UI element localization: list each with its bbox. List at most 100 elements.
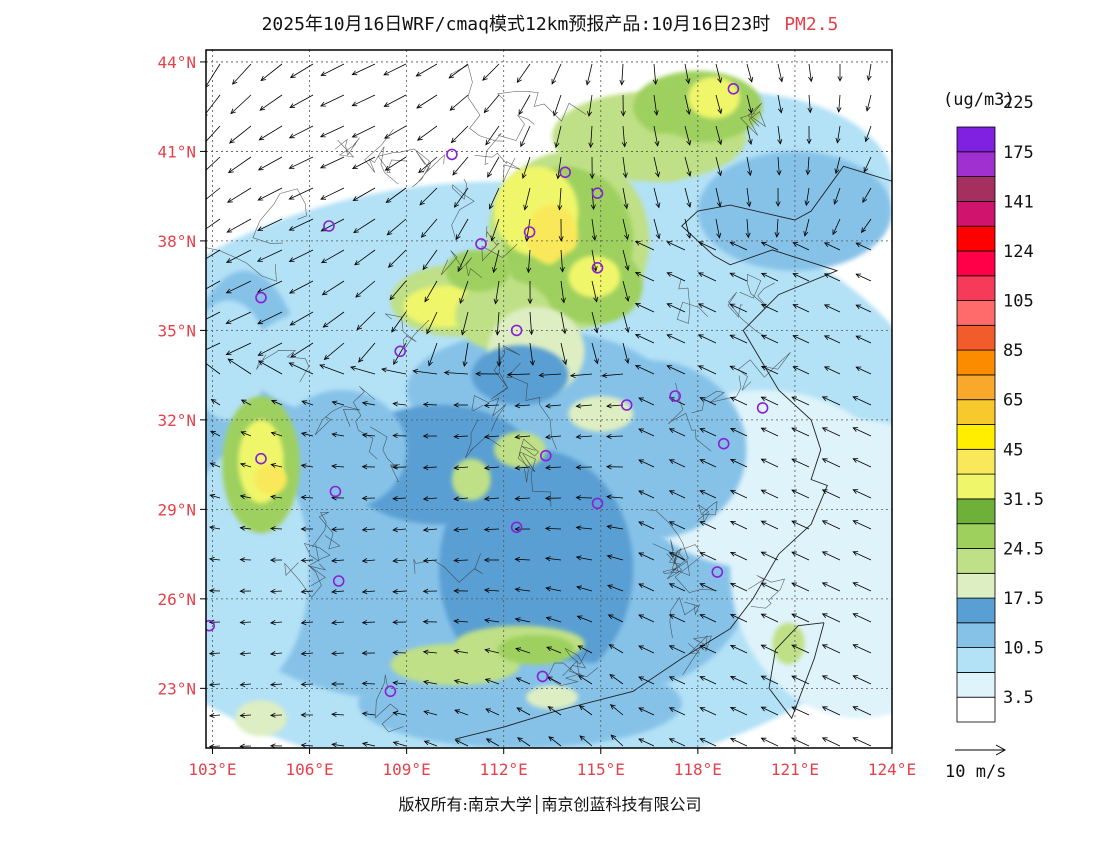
wind-arrow <box>209 556 221 562</box>
wind-arrow-shaft <box>730 676 748 685</box>
boundary-line <box>737 352 791 391</box>
wind-arrow-shaft <box>698 241 717 251</box>
wind-arrow-shaft <box>384 94 407 107</box>
wind-arrow-shaft <box>761 675 779 685</box>
wind-arrow-shaft <box>301 744 314 747</box>
wind-arrow <box>423 710 438 716</box>
wind-arrow-head <box>350 365 356 371</box>
wind-arrow-shaft <box>853 489 872 499</box>
wind-arrow <box>760 706 779 716</box>
wind-arrow <box>852 396 872 406</box>
wind-arrow <box>668 645 686 654</box>
wind-arrow <box>684 94 691 115</box>
wind-arrow-shaft <box>791 551 810 561</box>
wind-arrow <box>791 520 810 530</box>
wind-arrow <box>699 397 717 406</box>
wind-arrow-head <box>457 266 463 273</box>
wind-arrow-head <box>638 521 645 527</box>
wind-arrow <box>487 156 500 178</box>
wind-arrow <box>862 187 872 204</box>
wind-arrow <box>206 187 221 200</box>
wind-arrow-head <box>489 203 494 210</box>
wind-arrow-head <box>699 614 706 619</box>
colorbar-tick-label: 225 <box>1003 93 1034 113</box>
wind-arrow-shaft <box>793 366 810 375</box>
concentration-patch <box>445 249 511 292</box>
wind-arrow-head <box>239 462 246 468</box>
boundary-line <box>668 382 712 452</box>
wind-arrow <box>393 342 407 365</box>
wind-arrow-head <box>544 434 551 440</box>
wind-arrow-head <box>526 267 532 274</box>
wind-arrow-shaft <box>484 435 500 438</box>
wind-arrow <box>666 303 686 313</box>
wind-arrow-shaft <box>301 683 314 685</box>
wind-arrow <box>422 619 438 625</box>
wind-arrow <box>668 614 686 623</box>
wind-arrow <box>483 94 500 114</box>
wind-arrow-head <box>638 428 645 434</box>
wind-arrow-head <box>777 138 783 145</box>
wind-arrow <box>300 681 314 687</box>
wind-arrow <box>776 156 782 176</box>
wind-arrow <box>609 674 624 685</box>
boundary-line <box>352 386 378 460</box>
colorbar-swatch <box>956 696 996 723</box>
wind-arrow-shaft <box>822 613 841 623</box>
wind-arrow-shaft <box>301 652 314 655</box>
wind-arrow-head <box>555 173 561 180</box>
wind-arrow-shaft <box>761 304 779 313</box>
wind-arrow-head <box>412 368 419 374</box>
colorbar-tick-label: 3.5 <box>1003 688 1034 708</box>
wind-arrow <box>804 187 810 207</box>
wind-arrow-head <box>352 196 359 201</box>
wind-arrow-head <box>483 496 490 502</box>
wind-arrow <box>792 242 810 251</box>
wind-arrow-head <box>331 712 337 718</box>
wind-arrow <box>361 650 376 656</box>
wind-arrow <box>206 156 221 171</box>
wind-arrow <box>622 249 630 272</box>
wind-arrow <box>210 399 221 406</box>
wind-arrow <box>331 526 345 532</box>
wind-arrow-head <box>638 676 645 682</box>
wind-arrow-head <box>452 169 458 176</box>
wind-arrow <box>269 588 283 594</box>
colorbar-swatch <box>956 448 996 475</box>
wind-arrow <box>208 619 221 625</box>
wind-arrow-head <box>239 712 246 718</box>
wind-arrow-shaft <box>638 645 655 654</box>
wind-arrow-head <box>420 232 427 238</box>
wind-arrow-shaft <box>485 678 500 685</box>
wind-arrow-shaft <box>730 272 748 282</box>
wind-arrow-head <box>225 319 232 324</box>
wind-arrow-head <box>654 171 660 178</box>
wind-arrow-shaft <box>353 218 376 233</box>
wind-arrow-shaft <box>332 743 345 747</box>
wind-arrow-shaft <box>393 403 407 406</box>
wind-arrow-head <box>351 70 358 76</box>
colorbar-swatch <box>956 548 996 574</box>
wind-arrow-head <box>699 583 706 588</box>
wind-arrow-head <box>322 322 329 328</box>
wind-arrow <box>852 706 872 716</box>
wind-arrow-shaft <box>861 218 872 233</box>
lon-tick-label: 103°E <box>188 760 236 779</box>
wind-arrow-head <box>609 674 615 680</box>
wind-arrow-head <box>521 173 527 179</box>
wind-arrow <box>553 94 562 117</box>
wind-arrow-shaft <box>606 404 624 407</box>
wind-arrow-head <box>686 202 692 208</box>
wind-arrow-shaft <box>862 187 872 203</box>
colorbar-swatch <box>956 672 996 698</box>
wind-arrow-head <box>748 76 754 83</box>
wind-arrow <box>606 403 624 409</box>
wind-arrow <box>697 272 717 282</box>
wind-arrow-shaft <box>517 737 531 747</box>
wind-arrow <box>392 619 407 625</box>
wind-arrow-shaft <box>602 373 624 377</box>
wind-arrow-head <box>638 459 645 465</box>
colorbar-tick-label: 85 <box>1003 341 1023 361</box>
wind-arrow <box>361 741 376 747</box>
wind-arrow-shaft <box>638 428 655 437</box>
